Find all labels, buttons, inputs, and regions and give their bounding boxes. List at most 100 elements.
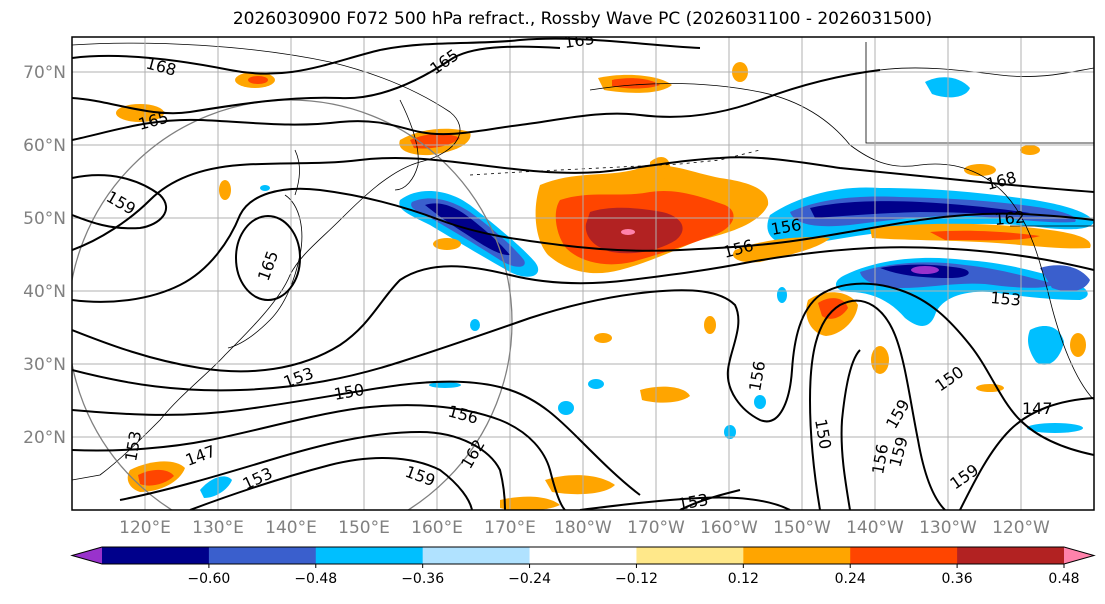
latitude-label: 50°N [23,209,66,229]
latitude-label: 30°N [23,355,66,375]
colorbar-tick-label: −0.24 [508,571,551,587]
positive-anomaly-patch [621,229,635,235]
positive-anomaly-patch [1020,145,1040,155]
contour-line [840,349,861,510]
colorbar-tick-label: 0.24 [835,571,866,587]
longitude-label: 130°W [919,518,977,538]
colorbar-tick-label: −0.12 [615,571,658,587]
height-contours [72,37,1094,510]
positive-anomaly-patch [219,180,231,200]
contour-label: 153 [676,490,709,514]
negative-anomaly-patch [1027,423,1083,433]
longitude-label: 160°W [700,518,758,538]
longitude-label: 120°W [992,518,1050,538]
negative-anomaly-patch [558,401,574,415]
colorbar-segment [957,547,1065,564]
colorbar-segment [850,547,958,564]
contour-line [119,430,506,510]
colorbar-segment [636,547,744,564]
coastline-asia [72,42,461,481]
contour-line [72,282,1094,456]
contour-line [72,404,566,510]
positive-anomaly-patch [545,475,615,495]
negative-anomaly-patch [200,476,232,498]
longitude-axis: 120°E 130°E 140°E 150°E 160°E 170°E 180°… [119,518,1050,538]
contour-line [72,380,641,496]
longitude-label: 150°W [773,518,831,538]
negative-anomaly-patch [1040,265,1090,292]
contour-line [72,174,168,230]
latitude-label: 20°N [23,428,66,448]
contour-label: 147 [1022,399,1053,418]
contour-line [72,246,1094,373]
colorbar-tick-label: −0.48 [294,571,337,587]
reference-circle [72,99,513,510]
map-frame [71,36,1095,511]
colorbar-extend-max [1064,547,1094,564]
contour-label: 165 [563,29,596,52]
positive-anomaly-patch [594,333,612,343]
positive-anomaly-patch [704,316,716,334]
contour-line [72,187,1094,303]
coastline-kamchatka [394,99,419,191]
contour-line [579,496,791,510]
contour-line [189,457,473,510]
longitude-label: 160°E [411,518,463,538]
colorbar-tick-label: 0.12 [728,571,759,587]
positive-anomaly-patch [964,164,996,176]
colorbar-segment [102,547,210,564]
contour-label: 153 [990,288,1022,310]
contour-line [679,489,741,510]
negative-anomaly-patch [470,319,480,331]
latitude-axis: 70°N 60°N 50°N 40°N 30°N 20°N [23,63,66,448]
longitude-label: 140°W [846,518,904,538]
colorbar-outline [70,546,1096,565]
colorbar-extend-min [72,547,102,564]
negative-anomaly-patch [777,287,787,303]
contour-line [72,69,881,141]
latitude-label: 60°N [23,136,66,156]
colorbar: −0.60 −0.48 −0.36 −0.24 −0.12 0.12 0.24 0.36 0.4… [70,546,1096,587]
positive-anomaly-patch [650,157,671,180]
positive-anomaly-patch [732,237,830,263]
positive-anomaly-patch [138,469,174,486]
positive-anomaly-patch [930,230,1040,241]
contour-line [235,215,301,301]
positive-anomaly-patch [1070,333,1086,357]
contour-line [72,45,561,115]
positive-anomaly-patch [640,386,690,403]
longitude-label: 180°W [554,518,612,538]
positive-anomaly-patch [818,298,848,319]
chart-title: 2026030900 F072 500 hPa refract., Rossby… [232,9,933,29]
latitude-label: 70°N [23,63,66,83]
contour-line [72,156,1094,251]
contour-line [808,299,946,510]
negative-anomaly-patch [260,185,270,191]
contour-line [72,37,701,75]
coastline-alaska [589,83,1094,401]
coastline-aleutians [469,149,761,176]
positive-anomaly-patch [500,496,560,510]
colorbar-tick-label: −0.36 [401,571,444,587]
longitude-label: 170°E [484,518,536,538]
colorbar-segment [529,547,637,564]
negative-anomaly-patch [588,379,604,389]
positive-anomaly-patch [433,238,461,250]
negative-anomaly-patch [754,395,766,409]
colorbar-tick-label: 0.36 [942,571,973,587]
coastline-sakhalin [294,149,300,196]
negative-anomaly-band [911,266,939,274]
colorbar-tick-label: −0.60 [187,571,230,587]
negative-anomaly-patch [1028,326,1064,365]
colorbar-segment [422,547,531,564]
negative-anomaly-band [810,201,1030,218]
longitude-label: 120°E [119,518,171,538]
positive-anomaly-patch [871,346,889,374]
longitude-label: 130°E [192,518,244,538]
latitude-label: 40°N [23,282,66,302]
colorbar-segment [743,547,851,564]
negative-anomaly-patch [724,425,736,439]
longitude-label: 170°W [627,518,685,538]
coastline-canada [865,42,1094,144]
